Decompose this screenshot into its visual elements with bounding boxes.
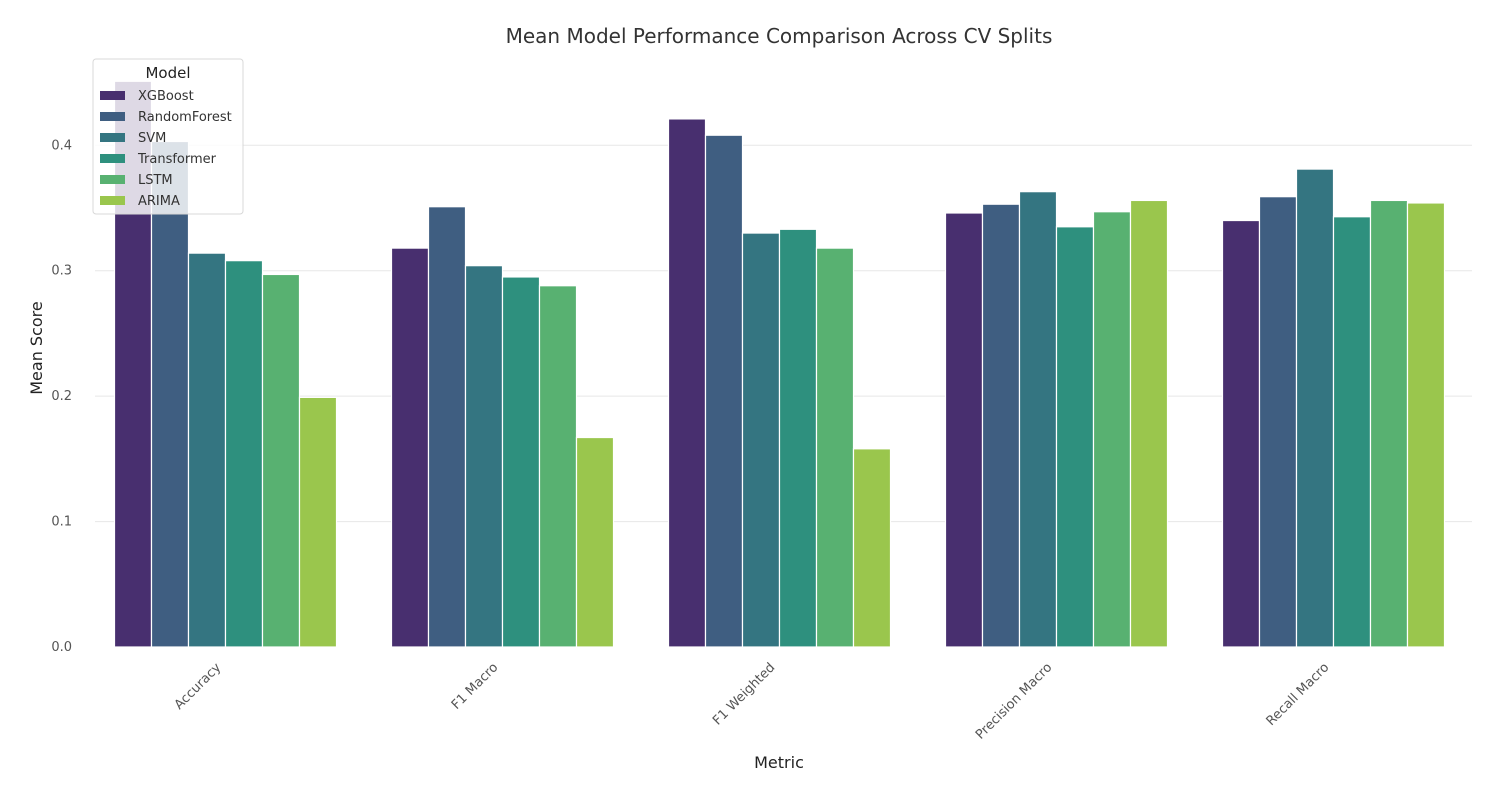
bar-precision-macro-transformer [1055, 226, 1095, 648]
legend-swatch-randomforest [100, 112, 125, 121]
legend-label-lstm: LSTM [138, 173, 173, 188]
bar-precision-macro-arima [1129, 199, 1169, 648]
legend-swatch-xgboost [100, 91, 125, 100]
legend-title: Model [145, 64, 190, 82]
legend-label-randomforest: RandomForest [138, 110, 232, 125]
x-tick-label-1: F1 Macro [449, 660, 502, 713]
bar-recall-macro-svm [1295, 168, 1335, 648]
bar-precision-macro-svm [1018, 191, 1058, 648]
legend-label-transformer: Transformer [137, 152, 217, 167]
legend-items: XGBoost RandomForest SVM Transformer LSTM ARI… [100, 89, 232, 209]
bar-f1-weighted-lstm [815, 247, 855, 648]
bars-layer [113, 80, 1446, 648]
bar-accuracy-randomforest [150, 140, 190, 648]
bar-f1-weighted-arima [852, 448, 892, 648]
y-ticks-layer: 0.0 0.1 0.2 0.3 0.4 [51, 138, 72, 655]
y-tick-label-3: 0.3 [51, 264, 72, 279]
bar-recall-macro-xgboost [1221, 219, 1261, 648]
x-tick-label-2: F1 Weighted [710, 660, 778, 728]
legend-label-svm: SVM [138, 131, 166, 146]
bar-accuracy-lstm [261, 273, 301, 648]
bar-f1-weighted-transformer [778, 228, 818, 648]
legend-label-arima: ARIMA [138, 194, 180, 209]
bar-recall-macro-transformer [1332, 216, 1372, 648]
bar-precision-macro-lstm [1092, 211, 1132, 648]
bar-recall-macro-randomforest [1258, 196, 1298, 648]
bar-precision-macro-xgboost [944, 212, 984, 648]
legend-swatch-lstm [100, 175, 125, 184]
bar-recall-macro-arima [1406, 202, 1446, 648]
bar-f1-weighted-xgboost [667, 118, 707, 648]
y-axis-label: Mean Score [27, 301, 46, 395]
bar-f1-macro-transformer [501, 276, 541, 648]
bar-f1-macro-lstm [538, 285, 578, 648]
y-tick-label-1: 0.1 [51, 515, 72, 530]
bar-accuracy-transformer [224, 260, 264, 648]
bar-f1-macro-randomforest [427, 206, 467, 648]
x-tick-label-3: Precision Macro [973, 660, 1055, 742]
y-tick-label-0: 0.0 [51, 640, 72, 655]
legend-label-xgboost: XGBoost [138, 89, 194, 104]
bar-precision-macro-randomforest [981, 203, 1021, 648]
legend: Model XGBoost RandomForest SVM Transformer L… [92, 58, 244, 215]
legend-swatch-transformer [100, 154, 125, 163]
x-axis-label: Metric [754, 753, 804, 772]
x-ticks-layer: Accuracy F1 Macro F1 Weighted Precision Mac… [172, 660, 1333, 743]
legend-box [92, 58, 244, 215]
y-tick-label-2: 0.2 [51, 389, 72, 404]
bar-f1-macro-arima [575, 436, 615, 648]
x-tick-label-0: Accuracy [172, 660, 225, 713]
bar-f1-macro-xgboost [390, 247, 430, 648]
bar-f1-weighted-randomforest [704, 134, 744, 648]
chart-title: Mean Model Performance Comparison Across… [506, 24, 1053, 48]
bar-accuracy-svm [187, 252, 227, 648]
legend-swatch-svm [100, 133, 125, 142]
bar-accuracy-arima [298, 396, 338, 648]
bar-recall-macro-lstm [1369, 199, 1409, 648]
y-tick-label-4: 0.4 [51, 138, 72, 153]
legend-swatch-arima [100, 196, 125, 205]
bar-f1-weighted-svm [741, 232, 781, 648]
x-tick-label-4: Recall Macro [1264, 660, 1333, 729]
bar-f1-macro-svm [464, 265, 504, 648]
